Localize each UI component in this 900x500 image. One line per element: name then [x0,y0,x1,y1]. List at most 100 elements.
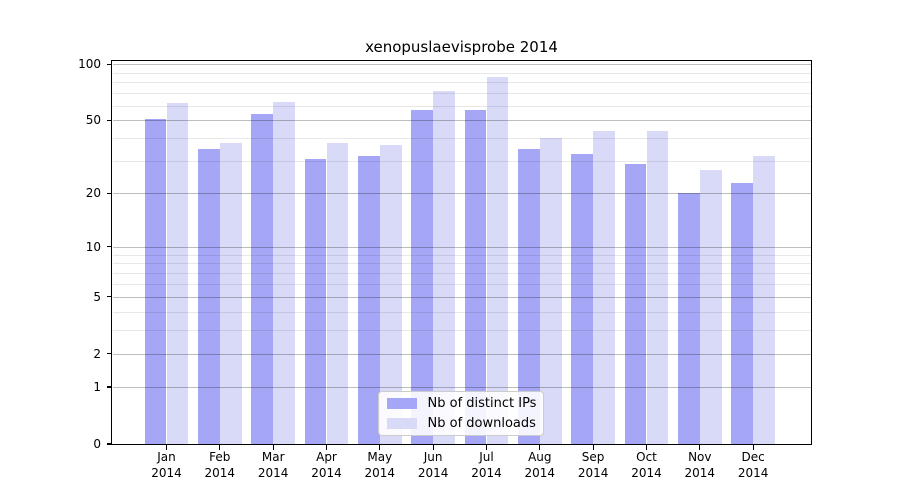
x-tick-mark-jun [432,445,434,450]
x-tick-label-may-2014: May 2014 [350,450,410,481]
y-tick-label-2: 2 [93,346,101,361]
x-tick-year: 2014 [737,465,769,480]
bar-downloads-jul-2014 [486,77,509,444]
legend-label-downloads: Nb of downloads [427,416,536,431]
bar-ips-apr-2014 [304,158,327,444]
bar-downloads-may-2014 [379,144,402,444]
legend-label-distinct-ips: Nb of distinct IPs [427,396,537,411]
x-tick-year: 2014 [577,465,609,480]
bar-downloads-dec-2014 [753,156,775,444]
bar-ips-sep-2014 [571,153,594,444]
y-tick-mark-50 [107,119,112,121]
x-tick-label-oct-2014: Oct 2014 [617,450,677,481]
legend: Nb of distinct IPs Nb of downloads [377,391,544,436]
minor-gridline-6 [112,283,811,285]
minor-gridline-60 [112,105,811,107]
y-tick-mark-20 [107,192,112,194]
major-gridline-5 [112,296,811,298]
bar-downloads-oct-2014 [646,130,669,444]
x-tick-month: May [367,450,393,464]
y-tick-label-5: 5 [93,289,101,304]
bar-ips-nov-2014 [678,193,700,444]
x-tick-label-feb-2014: Feb 2014 [190,450,250,481]
x-tick-label-sep-2014: Sep 2014 [563,450,623,481]
x-tick-mark-sep [592,445,594,450]
plot-frame [111,60,812,445]
major-gridline-50 [112,120,811,122]
x-tick-mark-feb [219,445,221,450]
x-tick-mark-aug [539,445,541,450]
y-tick-label-20: 20 [85,186,101,201]
x-tick-year: 2014 [684,465,716,480]
bar-downloads-apr-2014 [326,142,349,444]
x-tick-mark-may [379,445,381,450]
y-tick-mark-1 [107,386,112,388]
x-tick-mark-jan [165,445,168,450]
x-tick-label-jun-2014: Jun 2014 [403,450,463,481]
y-tick-mark-0 [107,443,112,445]
chart-title: xenopuslaevisprobe 2014 [365,38,558,56]
y-tick-mark-10 [107,246,112,248]
bar-ips-may-2014 [358,156,380,444]
x-tick-mark-apr [325,445,328,450]
legend-item-distinct-ips: Nb of distinct IPs [386,396,536,411]
bar-ips-oct-2014 [624,164,647,444]
bar-ips-jan-2014 [144,118,167,444]
x-tick-month: Sep [581,450,605,464]
x-tick-month: Feb [209,450,231,464]
bar-ips-jun-2014 [411,109,434,444]
y-tick-label-100: 100 [78,57,101,72]
x-tick-month: Mar [261,450,285,464]
major-gridline-20 [112,193,811,195]
x-tick-year: 2014 [204,465,236,480]
y-tick-mark-2 [107,353,112,355]
minor-gridline-3 [112,329,811,331]
x-tick-mark-mar [272,445,274,450]
x-tick-month: Nov [688,450,712,464]
x-tick-month: Jun [423,450,443,464]
x-tick-label-jan-2014: Jan 2014 [137,450,197,481]
bar-downloads-aug-2014 [539,138,562,444]
y-tick-label-50: 50 [85,113,101,128]
minor-gridline-4 [112,311,811,313]
downloads-swatch-icon [386,418,417,429]
x-tick-month: Dec [741,450,765,464]
grid-layer [112,61,811,444]
y-tick-mark-100 [107,63,112,65]
x-tick-label-mar-2014: Mar 2014 [243,450,303,481]
x-tick-mark-nov [699,445,701,450]
minor-gridline-70 [112,93,811,95]
legend-item-downloads: Nb of downloads [386,416,536,431]
minor-gridline-9 [112,254,811,256]
x-tick-label-jul-2014: Jul 2014 [457,450,517,481]
x-tick-month: Apr [316,450,337,464]
bars-layer [113,61,811,444]
major-gridline-2 [112,353,811,355]
bar-downloads-mar-2014 [273,101,295,444]
x-tick-month: Aug [528,450,552,464]
x-tick-year: 2014 [471,465,502,480]
bar-ips-dec-2014 [731,182,754,444]
y-tick-mark-5 [107,295,112,298]
x-tick-label-nov-2014: Nov 2014 [670,450,730,481]
bar-downloads-nov-2014 [699,169,722,444]
y-tick-label-1: 1 [93,380,101,394]
x-tick-mark-dec [752,445,754,450]
x-tick-label-apr-2014: Apr 2014 [297,450,357,481]
x-tick-label-dec-2014: Dec 2014 [723,450,783,481]
major-gridline-10 [112,246,811,248]
y-tick-label-10: 10 [85,239,101,254]
x-tick-label-aug-2014: Aug 2014 [510,450,570,481]
x-tick-year: 2014 [417,465,449,480]
minor-gridline-80 [112,82,811,84]
x-tick-mark-oct [645,445,648,450]
x-tick-month: Oct [636,450,657,464]
x-tick-month: Jul [479,450,494,464]
bar-ips-feb-2014 [198,149,220,444]
x-tick-year: 2014 [524,465,556,480]
bar-ips-aug-2014 [518,149,540,444]
x-tick-month: Jan [157,450,176,464]
minor-gridline-30 [112,161,811,163]
y-tick-label-0: 0 [93,437,101,451]
major-gridline-1 [112,387,811,388]
